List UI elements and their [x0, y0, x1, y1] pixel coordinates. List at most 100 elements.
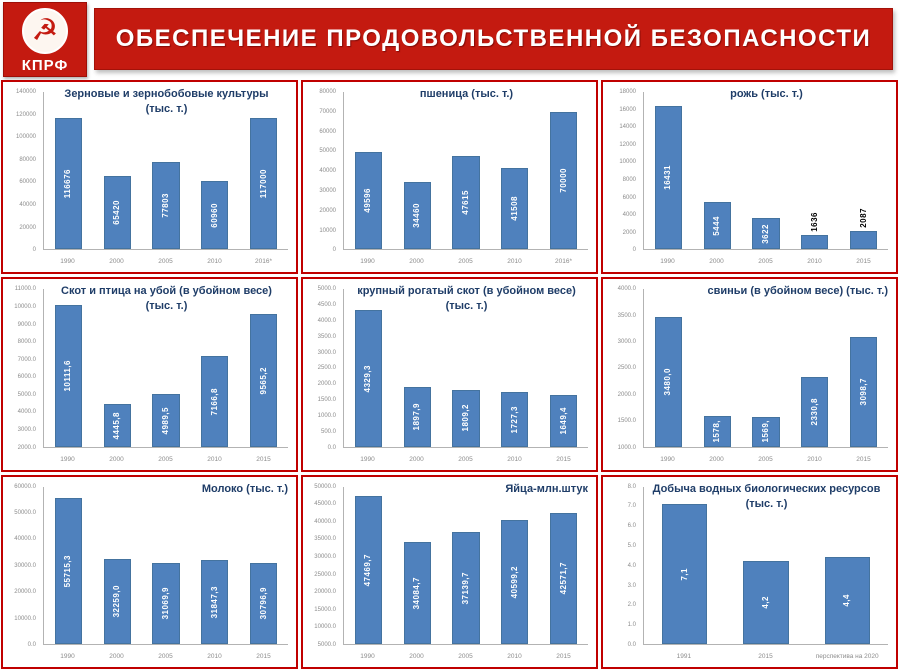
chart-title-line: Добыча водных биологических ресурсов — [652, 482, 881, 495]
y-axis: 60000.0 50000.0 40000.0 30000.0 20000.0 10000… — [3, 483, 40, 648]
bar-value-label: 37139,7 — [460, 571, 470, 605]
bar-value-label: 4,2 — [760, 596, 770, 609]
y-tick-label: 2000.0 — [17, 444, 36, 451]
y-axis: 50000.0 45000.0 40000.0 35000.0 30000.0 25000… — [303, 484, 340, 648]
bar: 65420 — [103, 175, 131, 250]
charts-grid: Зерновые и зернобобовые культуры (тыс. т.… — [1, 80, 898, 669]
x-tick-label: 1990 — [660, 455, 675, 463]
y-tick-label: 6000.0 — [17, 374, 36, 381]
y-tick-label: 0 — [32, 247, 36, 254]
bar-value-label: 47469,7 — [363, 553, 373, 586]
plot-area: 10111,6 4445,8 4989,5 7166,8 9565,2 — [43, 289, 288, 448]
y-tick-label: 120000 — [15, 111, 36, 118]
y-tick-label: 15000.0 — [314, 606, 336, 613]
bar: 47615 — [452, 155, 480, 250]
title-banner: ОБЕСПЕЧЕНИЕ ПРОДОВОЛЬСТВЕННОЙ БЕЗОПАСНОС… — [94, 8, 893, 70]
x-tick-label: 2000 — [409, 455, 424, 463]
x-tick-label: 2005 — [758, 455, 773, 463]
bar-value-label: 34460 — [412, 203, 422, 228]
bar-slot: 30796,9 — [239, 487, 288, 644]
y-tick-label: 20000 — [19, 224, 36, 231]
chart-title: Скот и птица на убой (в убойном весе) (ты… — [45, 284, 288, 314]
bar-slot: 1897,9 — [393, 289, 442, 447]
bar: 32259,0 — [103, 559, 131, 644]
x-tick-label: 1990 — [60, 455, 75, 463]
y-tick-label: 1000.0 — [317, 412, 336, 419]
plot-area: 3480,0 1578, 1569, 2330,8 3098,7 — [643, 289, 888, 448]
y-tick-label: 0.0 — [627, 641, 636, 648]
bar-slot: 3480,0 — [644, 289, 693, 447]
chart-title: крупный рогатый скот (в убойном весе) (ты… — [345, 284, 588, 314]
bar-slot: 2087 — [839, 92, 888, 250]
y-tick-label: 35000.0 — [314, 536, 336, 543]
y-axis: 18000 16000 14000 12000 10000 8000 6000 4000 200… — [603, 89, 640, 253]
y-tick-label: 0.0 — [327, 444, 336, 451]
bar: 31847,3 — [201, 560, 229, 644]
bar-slot: 10111,6 — [44, 289, 93, 447]
bar: 9565,2 — [249, 314, 278, 447]
x-axis: 1990 2000 2005 2010 2016* — [43, 254, 288, 269]
bar: 41508 — [501, 167, 529, 250]
bar-value-label: 30796,9 — [258, 587, 268, 620]
y-tick-label: 3500.0 — [617, 312, 636, 319]
y-tick-label: 5000.0 — [317, 641, 336, 648]
y-tick-label: 1.0 — [627, 622, 636, 629]
bar-value-label: 4,4 — [842, 594, 852, 608]
y-tick-label: 2000.0 — [317, 381, 336, 388]
bar: 16431 — [654, 105, 683, 250]
y-tick-label: 0.0 — [27, 641, 36, 648]
plot-area: 55715,3 32259,0 31069,9 31847,3 30796,9 — [43, 486, 288, 645]
chart-title-line: (тыс. т.) — [145, 102, 188, 115]
bar-slot: 5444 — [693, 92, 742, 250]
x-tick-label: 2015 — [856, 455, 871, 463]
bar: 55715,3 — [54, 497, 83, 644]
y-tick-label: 10000.0 — [314, 624, 336, 631]
bar: 31069,9 — [152, 562, 180, 644]
chart-title: Зерновые и зернобобовые культуры (тыс. т.… — [45, 87, 288, 117]
y-tick-label: 1500.0 — [317, 397, 336, 404]
bar-slot: 116676 — [44, 92, 93, 250]
page-title: ОБЕСПЕЧЕНИЕ ПРОДОВОЛЬСТВЕННОЙ БЕЗОПАСНОС… — [115, 25, 872, 52]
y-tick-label: 60000 — [19, 179, 36, 186]
bar-slot: 3098,7 — [839, 289, 888, 447]
bar-value-label: 31847,3 — [209, 586, 219, 619]
bar: 3622 — [752, 217, 780, 250]
x-tick-label: 2010 — [507, 652, 522, 660]
y-tick-label: 60000.0 — [14, 483, 36, 490]
bar: 70000 — [549, 111, 578, 250]
bar: 30796,9 — [249, 563, 278, 644]
bar: 7166,8 — [201, 356, 229, 447]
x-tick-label: 1990 — [360, 258, 375, 266]
x-tick-label: 2010 — [207, 455, 222, 463]
bar-slot: 4,2 — [725, 487, 806, 644]
chart-title-line: (тыс. т.) — [445, 300, 488, 313]
bar-value-label: 4989,5 — [160, 406, 170, 435]
y-tick-label: 4000.0 — [317, 317, 336, 324]
y-tick-label: 2.0 — [627, 602, 636, 609]
x-tick-label: 2010 — [507, 455, 522, 463]
y-tick-label: 6000 — [622, 194, 636, 201]
y-tick-label: 11000.0 — [14, 286, 36, 293]
bar-value-label: 7,1 — [679, 567, 689, 581]
y-tick-label: 50000.0 — [14, 510, 36, 517]
bar-value-label: 1578, — [712, 420, 722, 443]
logo-text: КПРФ — [21, 57, 69, 74]
chart-panel-5: крупный рогатый скот (в убойном весе) (ты… — [301, 277, 598, 472]
y-tick-label: 40000.0 — [314, 518, 336, 525]
bar: 3480,0 — [654, 316, 683, 447]
bar: 1569, — [752, 416, 780, 447]
bar-value-label: 77803 — [160, 193, 170, 218]
bar: 47469,7 — [354, 495, 383, 644]
chart-title: Молоко (тыс. т.) — [45, 482, 288, 497]
bar: 5444 — [703, 201, 731, 250]
bar-slot: 55715,3 — [44, 487, 93, 644]
y-tick-label: 45000.0 — [314, 501, 336, 508]
bar: 60960 — [201, 180, 229, 250]
chart-panel-9: Добыча водных биологических ресурсов (тыс… — [601, 474, 898, 669]
y-tick-label: 5000.0 — [317, 286, 336, 293]
bar-slot: 60960 — [190, 92, 239, 250]
bar-slot: 7166,8 — [190, 289, 239, 447]
bar: 117000 — [249, 117, 278, 250]
y-tick-label: 9000.0 — [17, 321, 36, 328]
y-tick-label: 80000 — [319, 89, 336, 95]
